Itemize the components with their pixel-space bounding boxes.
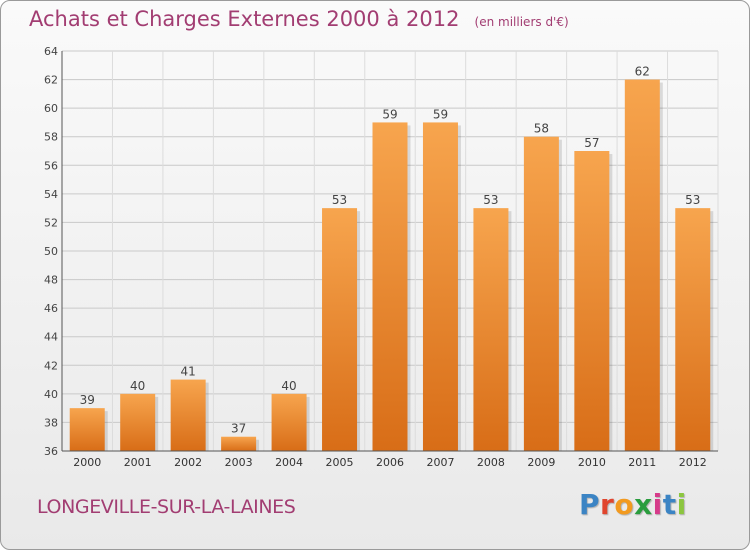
bar-2001[interactable] — [120, 393, 156, 451]
y-tick-label: 58 — [44, 131, 58, 144]
bar-2011[interactable] — [624, 79, 660, 452]
y-tick-label: 38 — [44, 416, 58, 429]
bar-2006[interactable] — [372, 122, 408, 451]
y-tick-label: 44 — [44, 331, 58, 344]
logo-letter: o — [614, 488, 635, 521]
value-label: 53 — [483, 193, 498, 207]
x-tick-label: 2008 — [477, 456, 505, 469]
x-tick-label: 2004 — [275, 456, 303, 469]
x-tick-label: 2012 — [679, 456, 707, 469]
x-tick-label: 2005 — [326, 456, 354, 469]
x-tick-label: 2001 — [124, 456, 152, 469]
y-tick-label: 40 — [44, 388, 58, 401]
y-tick-label: 54 — [44, 188, 58, 201]
x-tick-label: 2000 — [73, 456, 101, 469]
y-tick-label: 48 — [44, 274, 58, 287]
proxiti-logo[interactable]: Proxiti — [579, 488, 687, 521]
x-tick-label: 2010 — [578, 456, 606, 469]
y-tick-label: 52 — [44, 216, 58, 229]
value-label: 40 — [130, 379, 145, 393]
y-tick-label: 46 — [44, 302, 58, 315]
logo-letter: i — [676, 488, 687, 521]
logo-letter: P — [579, 488, 601, 521]
value-label: 39 — [80, 393, 95, 407]
chart-title: Achats et Charges Externes 2000 à 2012 — [29, 7, 460, 31]
value-label: 41 — [181, 365, 196, 379]
y-tick-label: 60 — [44, 102, 58, 115]
bar-layer — [69, 79, 714, 452]
x-tick-label: 2006 — [376, 456, 404, 469]
bar-2005[interactable] — [322, 208, 358, 451]
value-label: 57 — [584, 136, 599, 150]
logo-letter: t — [662, 488, 677, 521]
bar-2008[interactable] — [473, 208, 509, 451]
value-label: 62 — [635, 65, 650, 79]
y-tick-label: 62 — [44, 74, 58, 87]
bar-2004[interactable] — [271, 393, 307, 451]
x-tick-label: 2007 — [426, 456, 454, 469]
bar-2002[interactable] — [170, 379, 206, 451]
bar-2012[interactable] — [675, 208, 711, 451]
x-tick-label: 2009 — [527, 456, 555, 469]
value-label: 53 — [685, 193, 700, 207]
x-tick-label: 2002 — [174, 456, 202, 469]
value-label: 53 — [332, 193, 347, 207]
chart-subtitle: (en milliers d'€) — [474, 15, 569, 29]
logo-letter: i — [652, 488, 663, 521]
value-label: 40 — [281, 379, 296, 393]
bar-2010[interactable] — [574, 151, 610, 451]
bar-2003[interactable] — [221, 436, 257, 451]
value-label: 59 — [433, 107, 448, 121]
y-tick-label: 42 — [44, 359, 58, 372]
x-tick-label: 2003 — [225, 456, 253, 469]
bar-2000[interactable] — [69, 408, 105, 451]
bar-2007[interactable] — [422, 122, 458, 451]
value-label: 59 — [382, 107, 397, 121]
bar-2009[interactable] — [523, 136, 559, 451]
value-label: 58 — [534, 122, 549, 136]
value-label: 37 — [231, 422, 246, 436]
logo-letter: x — [634, 488, 653, 521]
y-tick-label: 56 — [44, 159, 58, 172]
title-block: Achats et Charges Externes 2000 à 2012 (… — [29, 7, 569, 31]
commune-name: LONGEVILLE-SUR-LA-LAINES — [37, 496, 296, 518]
logo-letter: r — [600, 488, 615, 521]
y-tick-label: 50 — [44, 245, 58, 258]
y-tick-label: 64 — [44, 45, 58, 58]
axis-layer: 36 38 40 42 44 46 48 50 52 54 56 58 60 62 64 39 2000 40 20… — [44, 45, 718, 469]
x-tick-label: 2011 — [628, 456, 656, 469]
y-tick-label: 36 — [44, 445, 58, 458]
